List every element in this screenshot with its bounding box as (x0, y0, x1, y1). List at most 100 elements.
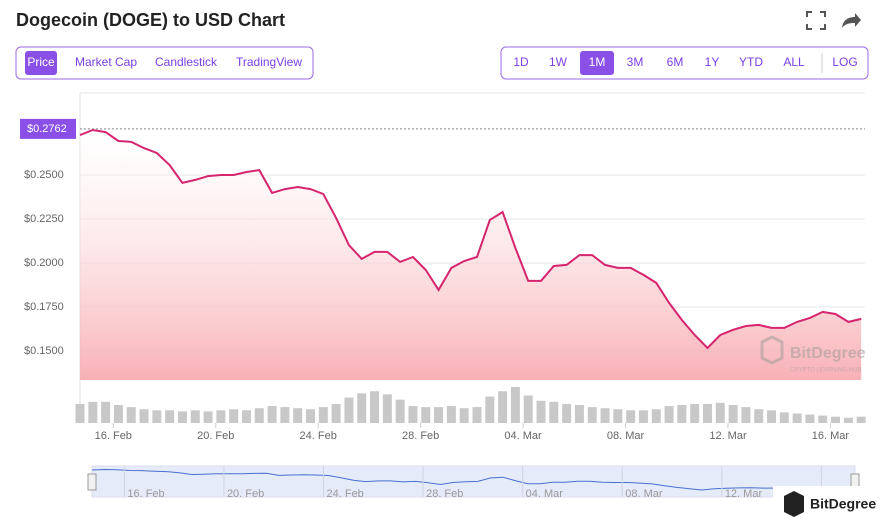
navigator-line (91, 468, 852, 491)
range-button[interactable]: YTD (739, 55, 763, 69)
volume-bar (293, 408, 303, 423)
range-button[interactable]: 1W (549, 55, 568, 69)
volume-bar (472, 407, 482, 423)
volume-bar (421, 407, 431, 423)
tab[interactable]: TradingView (236, 55, 302, 69)
tab[interactable]: Market Cap (75, 55, 137, 69)
range-button[interactable]: 3M (627, 55, 644, 69)
x-tick-label: 24. Feb (300, 430, 337, 442)
volume-bar (280, 407, 290, 423)
volume-bar (856, 416, 866, 423)
volume-bar (741, 407, 751, 423)
x-tick-label: 20. Feb (197, 430, 234, 442)
navigator-tick-label: 16. Feb (127, 488, 164, 500)
navigator-tick-label: 28. Feb (426, 488, 463, 500)
volume-bar (600, 408, 610, 423)
share-icon[interactable] (842, 13, 861, 28)
volume-bar (88, 401, 98, 423)
range-button[interactable]: ALL (783, 55, 805, 69)
volume-bar (536, 400, 546, 423)
volume-bar (715, 402, 725, 423)
watermark: BitDegree CRYPTO LEARNING HUB (760, 335, 866, 374)
volume-bar (549, 401, 559, 423)
price-line (79, 128, 862, 350)
volume-bar (651, 409, 661, 423)
tab-active (25, 51, 57, 75)
x-tick-label: 16. Feb (95, 430, 132, 442)
volume-bar (318, 407, 328, 423)
footer-logo-text: BitDegree (810, 496, 876, 512)
volume-bar (690, 403, 700, 423)
x-tick-label: 08. Mar (607, 430, 645, 442)
volume-bar (395, 399, 405, 423)
volume-bar (446, 406, 456, 423)
volume-bar (664, 406, 674, 423)
volume-bar (357, 393, 367, 423)
volume-bar (703, 403, 712, 423)
volume-bar (165, 410, 175, 423)
fullscreen-icon[interactable] (806, 11, 826, 30)
volume-bar (190, 410, 200, 423)
volume-bar (587, 407, 597, 423)
volume-bar (831, 416, 841, 423)
tab[interactable]: Candlestick (155, 55, 218, 69)
y-tick-label: $0.1750 (24, 301, 64, 313)
volume-bar (574, 405, 584, 423)
volume-bar (638, 410, 648, 423)
volume-bar (370, 391, 380, 423)
watermark-tagline: CRYPTO LEARNING HUB (790, 368, 861, 374)
navigator-tick-label: 08. Mar (625, 488, 663, 500)
volume-bar (498, 391, 508, 423)
y-tick-label: $0.2250 (24, 213, 64, 225)
volume-bar (805, 414, 815, 423)
chart-title: Dogecoin (DOGE) to USD Chart (16, 10, 285, 30)
volume-bar (818, 415, 828, 423)
volume-bar (626, 410, 636, 423)
volume-bar (779, 412, 789, 423)
volume-bar (434, 407, 444, 423)
range-button[interactable]: 1D (513, 55, 529, 69)
volume-bar (754, 409, 764, 423)
volume-bar (177, 411, 187, 423)
volume-bar (677, 405, 687, 423)
volume-bar (126, 407, 136, 423)
tab[interactable]: Price (27, 55, 55, 69)
current-price-badge (20, 118, 76, 139)
current-price-label: $0.2762 (27, 123, 67, 135)
log-button[interactable]: LOG (832, 55, 857, 69)
volume-bar (152, 410, 162, 423)
watermark-name: BitDegree (790, 345, 866, 362)
x-tick-label: 12. Mar (709, 430, 747, 442)
volume-bar (792, 413, 802, 423)
range-active (580, 51, 614, 75)
y-tick-label: $0.2000 (24, 257, 64, 269)
x-tick-label: 28. Feb (402, 430, 439, 442)
volume-bar (344, 397, 354, 423)
volume-bar (241, 410, 251, 423)
range-button[interactable]: 1M (589, 55, 606, 69)
volume-bar (510, 387, 520, 423)
navigator-handle[interactable] (87, 473, 97, 491)
volume-bar (408, 406, 418, 423)
range-group (500, 46, 869, 80)
volume-bar (216, 410, 226, 423)
footer-logo-icon (784, 491, 804, 517)
navigator-tick-label: 04. Mar (526, 488, 564, 500)
volume-bar (459, 408, 469, 423)
x-tick-label: 16. Mar (812, 430, 850, 442)
range-button[interactable]: 1Y (705, 55, 720, 69)
navigator-tick-label: 20. Feb (227, 488, 264, 500)
volume-bar (101, 401, 111, 423)
volume-bar (113, 405, 123, 423)
price-area (80, 130, 862, 380)
volume-bar (203, 411, 213, 423)
range-button[interactable]: 6M (667, 55, 684, 69)
volume-bar (843, 417, 853, 423)
volume-bar (523, 395, 533, 423)
volume-bar (767, 410, 776, 423)
volume-bar (562, 403, 572, 423)
tab-group (15, 46, 314, 80)
volume-bar (139, 409, 149, 423)
volume-bar (728, 405, 738, 423)
